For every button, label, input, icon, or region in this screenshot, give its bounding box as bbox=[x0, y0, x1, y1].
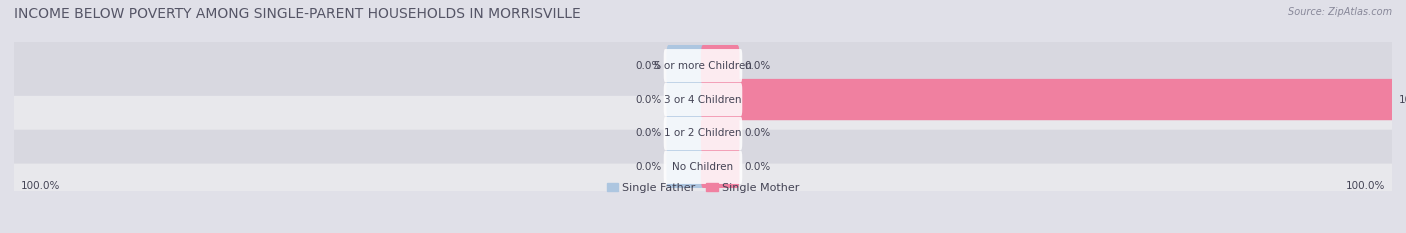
Text: 5 or more Children: 5 or more Children bbox=[654, 61, 752, 71]
FancyBboxPatch shape bbox=[664, 49, 742, 82]
Text: 0.0%: 0.0% bbox=[636, 128, 662, 138]
Text: 100.0%: 100.0% bbox=[1399, 95, 1406, 105]
Text: 0.0%: 0.0% bbox=[744, 162, 770, 172]
Text: 0.0%: 0.0% bbox=[636, 61, 662, 71]
Text: 0.0%: 0.0% bbox=[744, 128, 770, 138]
FancyBboxPatch shape bbox=[664, 83, 742, 116]
FancyBboxPatch shape bbox=[11, 103, 1395, 164]
FancyBboxPatch shape bbox=[666, 113, 704, 154]
Legend: Single Father, Single Mother: Single Father, Single Mother bbox=[606, 183, 800, 193]
FancyBboxPatch shape bbox=[11, 69, 1395, 130]
FancyBboxPatch shape bbox=[666, 147, 704, 188]
FancyBboxPatch shape bbox=[702, 147, 740, 188]
Text: No Children: No Children bbox=[672, 162, 734, 172]
FancyBboxPatch shape bbox=[666, 45, 704, 86]
FancyBboxPatch shape bbox=[11, 35, 1395, 96]
Text: INCOME BELOW POVERTY AMONG SINGLE-PARENT HOUSEHOLDS IN MORRISVILLE: INCOME BELOW POVERTY AMONG SINGLE-PARENT… bbox=[14, 7, 581, 21]
Text: 3 or 4 Children: 3 or 4 Children bbox=[664, 95, 742, 105]
Text: 0.0%: 0.0% bbox=[636, 162, 662, 172]
Text: 100.0%: 100.0% bbox=[1346, 181, 1385, 191]
FancyBboxPatch shape bbox=[702, 113, 740, 154]
FancyBboxPatch shape bbox=[11, 137, 1395, 198]
FancyBboxPatch shape bbox=[664, 117, 742, 150]
Text: Source: ZipAtlas.com: Source: ZipAtlas.com bbox=[1288, 7, 1392, 17]
Text: 0.0%: 0.0% bbox=[744, 61, 770, 71]
FancyBboxPatch shape bbox=[666, 79, 704, 120]
Text: 1 or 2 Children: 1 or 2 Children bbox=[664, 128, 742, 138]
FancyBboxPatch shape bbox=[702, 79, 1393, 120]
Text: 100.0%: 100.0% bbox=[21, 181, 60, 191]
FancyBboxPatch shape bbox=[702, 45, 740, 86]
Text: 0.0%: 0.0% bbox=[636, 95, 662, 105]
FancyBboxPatch shape bbox=[664, 151, 742, 184]
